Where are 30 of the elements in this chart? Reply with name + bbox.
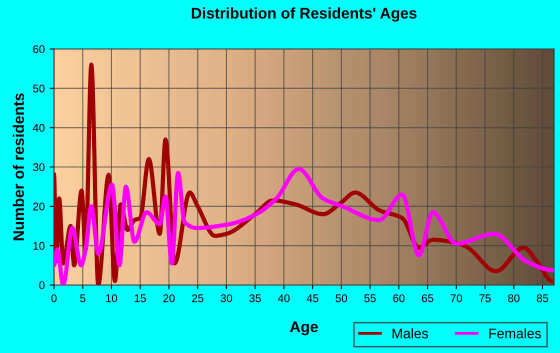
- x-tick-label: 45: [306, 294, 318, 302]
- x-tick-label: 60: [393, 294, 405, 302]
- y-tick-label: 20: [33, 202, 45, 210]
- legend-label: Males: [392, 328, 428, 338]
- y-axis-title: Number of residents: [12, 93, 24, 240]
- x-tick-label: 70: [450, 294, 462, 302]
- x-tick-label: 50: [336, 294, 348, 302]
- x-tick-label: 55: [364, 294, 376, 302]
- x-tick-label: 75: [479, 294, 491, 302]
- x-tick-label: 65: [422, 294, 434, 302]
- x-tick-label: 80: [508, 294, 520, 302]
- x-tick-label: 5: [80, 294, 86, 302]
- x-tick-label: 15: [134, 294, 146, 302]
- x-tick-label: 35: [249, 294, 261, 302]
- y-tick-label: 40: [32, 124, 45, 132]
- x-tick-label: 40: [278, 294, 290, 302]
- x-axis-title: Age: [290, 322, 318, 336]
- legend-label: Females: [489, 328, 541, 338]
- x-tick-label: 0: [51, 294, 57, 302]
- y-tick-label: 10: [33, 242, 45, 250]
- x-tick-label: 85: [536, 294, 548, 302]
- x-tick-label: 30: [220, 294, 232, 302]
- chart-title: Distribution of Residents' Ages: [192, 7, 417, 22]
- x-tick-label: 25: [192, 294, 204, 302]
- y-tick-label: 60: [33, 45, 45, 54]
- y-tick-label: 30: [33, 163, 45, 172]
- x-tick-label: 20: [163, 294, 175, 302]
- x-tick-label: 10: [106, 294, 118, 302]
- y-tick-label: 50: [33, 84, 45, 92]
- y-tick-label: 0: [39, 281, 45, 290]
